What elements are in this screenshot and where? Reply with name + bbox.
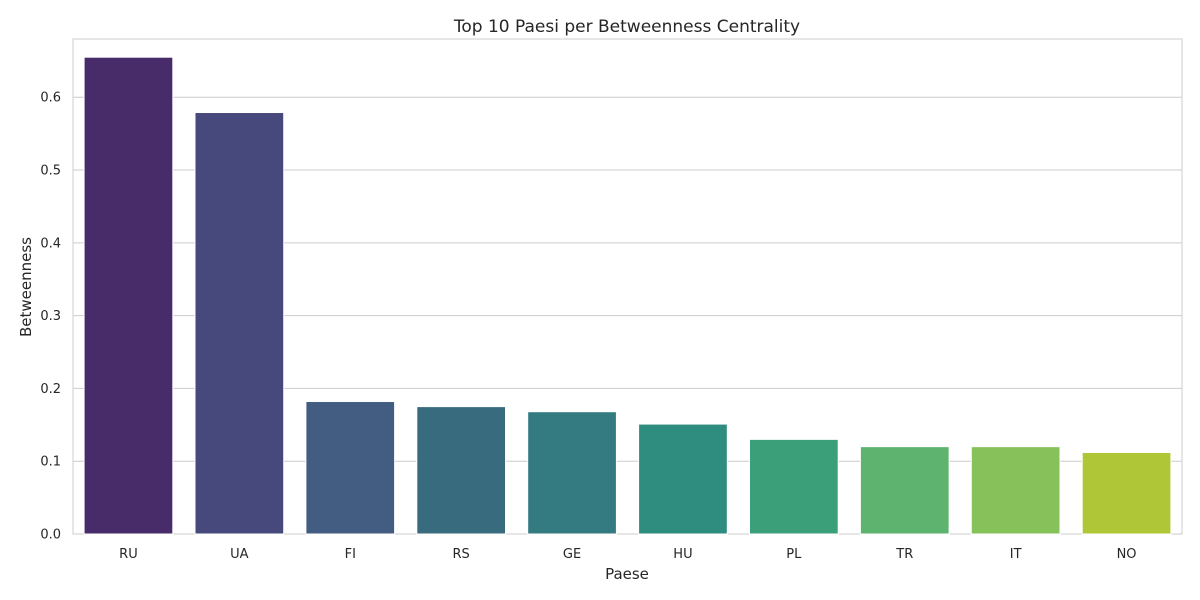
x-tick-label: FI — [345, 547, 356, 562]
bar-ua — [194, 112, 285, 535]
x-tick-label: TR — [895, 547, 913, 562]
bar-ge — [527, 411, 617, 535]
y-tick-label: 0.2 — [40, 382, 61, 397]
bar-rs — [416, 406, 507, 535]
x-axis-label: Paese — [605, 565, 649, 583]
bar-no — [1081, 451, 1172, 535]
bar-fi — [305, 401, 396, 535]
x-tick-label: RU — [119, 547, 138, 562]
x-tick-label: IT — [1010, 547, 1022, 562]
bar-pl — [748, 438, 839, 535]
y-tick-label: 0.0 — [40, 528, 61, 543]
bars — [83, 56, 1172, 535]
y-tick-label: 0.6 — [40, 91, 61, 106]
x-tick-label: HU — [673, 547, 692, 562]
bar-tr — [859, 446, 950, 535]
y-tick-label: 0.4 — [40, 236, 61, 251]
y-tick-label: 0.5 — [40, 164, 61, 179]
x-tick-label: GE — [563, 547, 581, 562]
x-tick-label: RS — [453, 547, 470, 562]
x-tick-labels: RU UA FI RS GE HU PL TR IT NO — [119, 547, 1136, 562]
y-axis-label: Betweenness — [17, 237, 35, 337]
x-tick-label: NO — [1117, 547, 1137, 562]
y-tick-label: 0.3 — [40, 309, 61, 324]
y-tick-label: 0.1 — [40, 455, 61, 470]
x-tick-label: PL — [786, 547, 802, 562]
bar-it — [970, 446, 1061, 535]
bar-ru — [83, 56, 174, 535]
x-tick-label: UA — [230, 547, 249, 562]
bar-hu — [638, 423, 728, 535]
y-tick-labels: 0.0 0.1 0.2 0.3 0.4 0.5 0.6 — [40, 91, 61, 543]
chart-title: Top 10 Paesi per Betweenness Centrality — [453, 17, 800, 37]
